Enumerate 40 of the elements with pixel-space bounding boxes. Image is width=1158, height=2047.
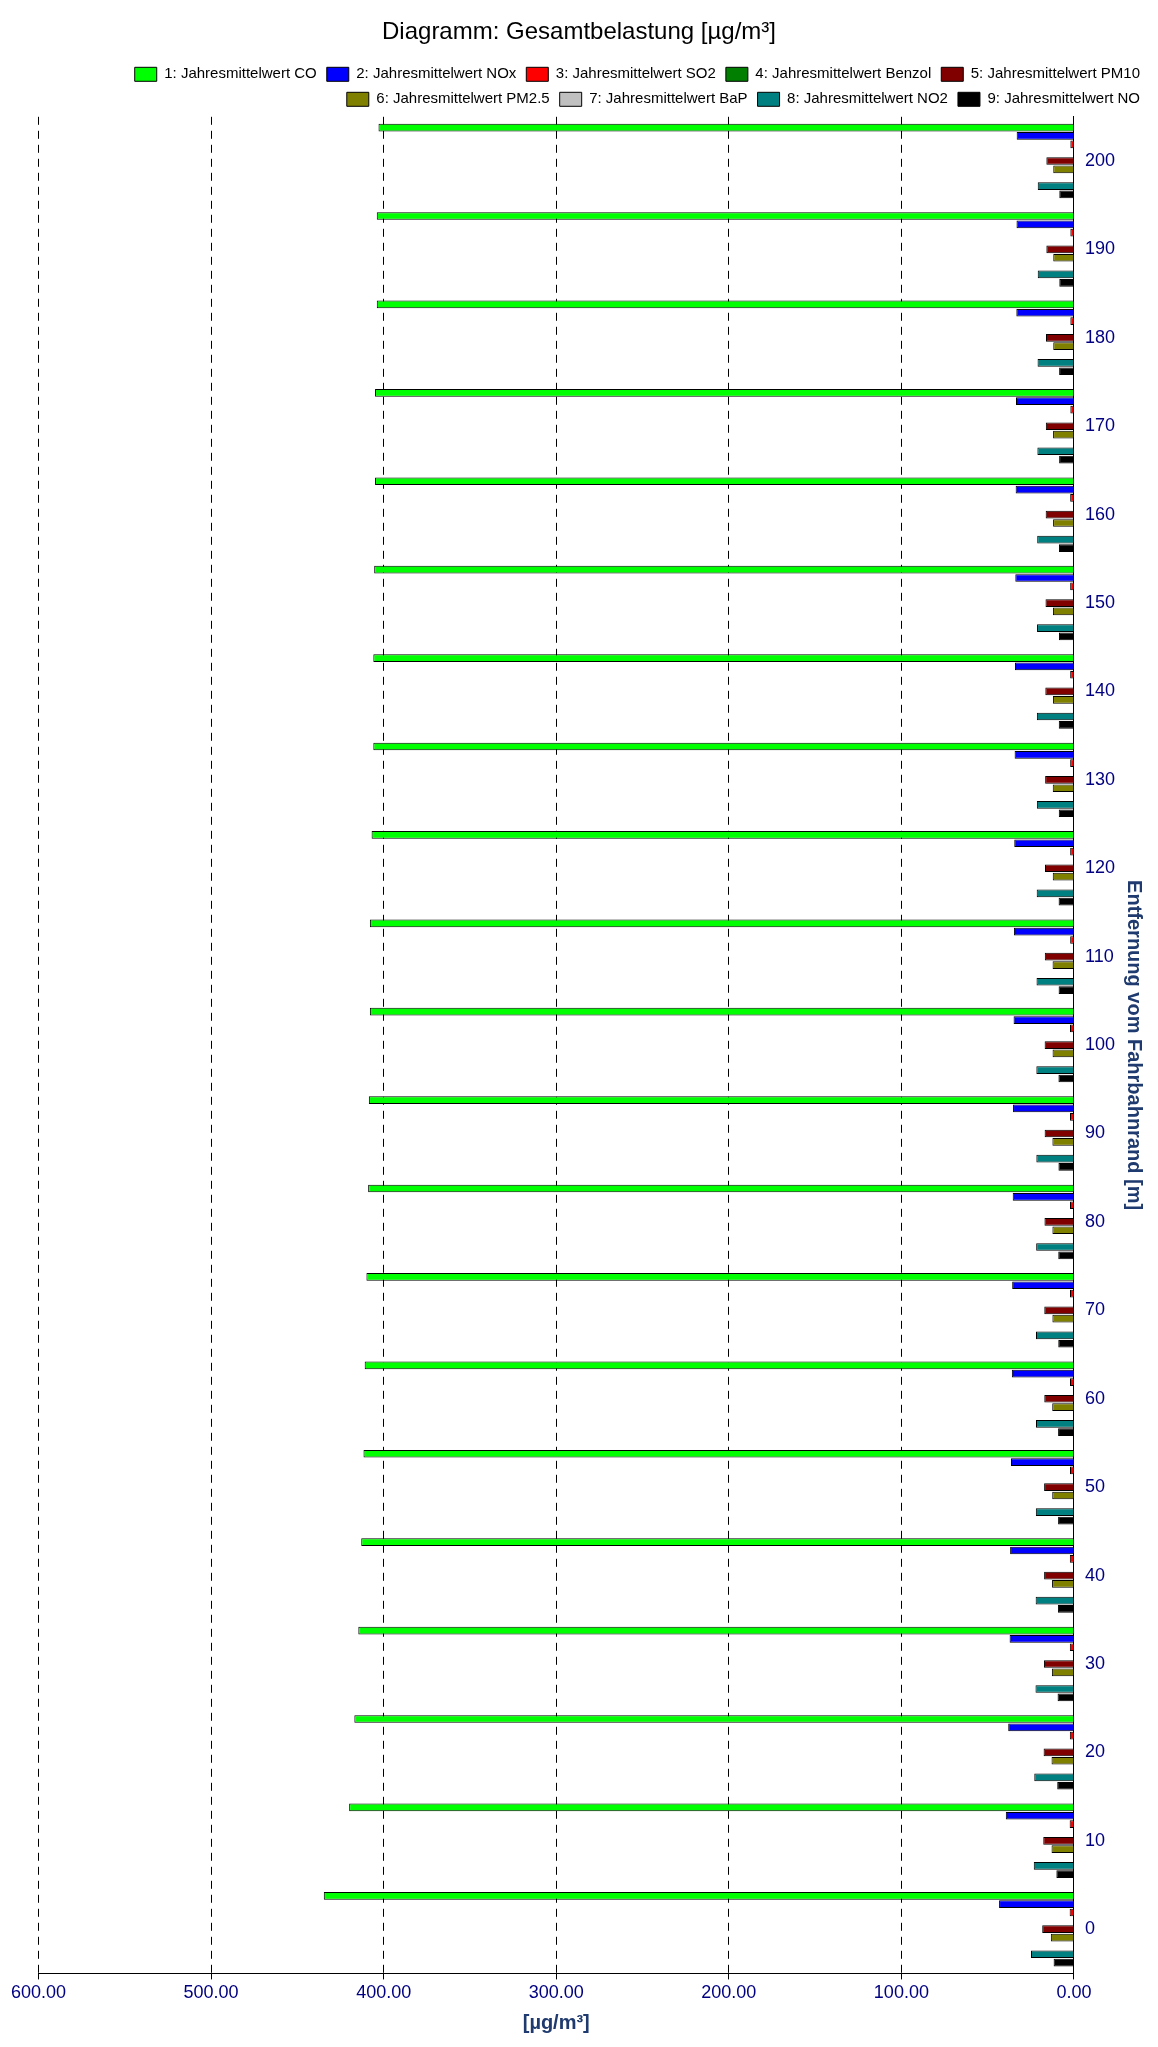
y-tick-label: 130 (1084, 768, 1116, 789)
legend-label: 1: Jahresmittelwert CO (164, 64, 317, 82)
x-tick-label: 0.00 (1056, 1982, 1092, 2003)
chart-title: Diagramm: Gesamtbelastung [µg/m³] (382, 17, 776, 45)
y-tick-label: 110 (1084, 945, 1114, 966)
y-tick-label: 40 (1084, 1564, 1105, 1585)
y-tick-label: 150 (1084, 592, 1116, 613)
x-tick-label: 300.00 (528, 1982, 584, 2003)
y-tick-label: 190 (1084, 238, 1116, 259)
y-tick-label: 30 (1084, 1652, 1105, 1673)
y-tick-label: 80 (1084, 1210, 1105, 1231)
y-tick-label: 70 (1084, 1299, 1105, 1320)
y-tick-label: 0 (1084, 1918, 1095, 1939)
y-tick-label: 200 (1084, 149, 1116, 170)
y-tick-label: 10 (1084, 1829, 1105, 1850)
y-tick-label: 140 (1084, 680, 1116, 701)
y-tick-label: 100 (1084, 1034, 1116, 1055)
legend-label: 8: Jahresmittelwert NO2 (787, 89, 948, 107)
x-tick-label: 400.00 (356, 1982, 412, 2003)
x-tick-label: 200.00 (701, 1982, 757, 2003)
legend-label: 3: Jahresmittelwert SO2 (555, 64, 716, 82)
y-tick-label: 120 (1084, 857, 1116, 878)
y-tick-label: 50 (1084, 1476, 1105, 1497)
legend-label: 6: Jahresmittelwert PM2.5 (376, 89, 550, 107)
y-tick-label: 60 (1084, 1387, 1105, 1408)
legend-label: 9: Jahresmittelwert NO (987, 89, 1141, 107)
x-axis-title: [µg/m³] (522, 2010, 590, 2033)
legend-label: 5: Jahresmittelwert PM10 (970, 64, 1141, 82)
legend-label: 2: Jahresmittelwert NOx (356, 64, 517, 82)
legend-label: 4: Jahresmittelwert Benzol (755, 64, 932, 82)
y-tick-label: 160 (1084, 503, 1116, 524)
y-tick-label: 180 (1084, 326, 1116, 347)
y-tick-label: 20 (1084, 1741, 1105, 1762)
legend-label: 7: Jahresmittelwert BaP (589, 89, 748, 107)
x-tick-label: 100.00 (873, 1982, 929, 2003)
y-tick-label: 90 (1084, 1122, 1105, 1143)
x-tick-label: 500.00 (183, 1982, 239, 2003)
x-tick-label: 600.00 (11, 1982, 67, 2003)
y-tick-label: 170 (1084, 415, 1116, 436)
y-axis-title: Entfernung vom Fahrbahnrand [m] (1124, 880, 1147, 1211)
